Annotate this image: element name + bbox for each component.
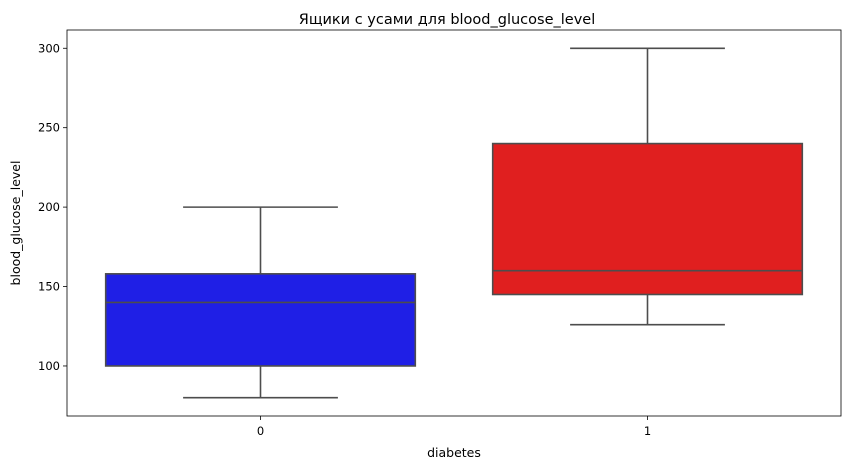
box-group-0 xyxy=(104,206,417,399)
x-axis-label: diabetes xyxy=(427,445,481,460)
y-tick-label: 250 xyxy=(38,121,60,135)
box-group-1 xyxy=(491,47,804,326)
chart-title: Ящики с усами для blood_glucose_level xyxy=(299,12,595,28)
y-tick-label: 300 xyxy=(38,41,60,55)
plot-area-frame xyxy=(66,29,842,417)
y-axis: 100 150 200 250 300 xyxy=(38,41,67,373)
box-iqr xyxy=(104,273,417,367)
y-tick-label: 150 xyxy=(38,280,60,294)
box-iqr xyxy=(491,142,804,296)
y-axis-label: blood_glucose_level xyxy=(8,161,23,286)
y-tick-label: 100 xyxy=(38,359,60,373)
plot-layer xyxy=(104,47,804,399)
x-tick-label: 0 xyxy=(257,424,264,438)
x-tick-label: 1 xyxy=(644,424,651,438)
y-tick-label: 200 xyxy=(38,200,60,214)
